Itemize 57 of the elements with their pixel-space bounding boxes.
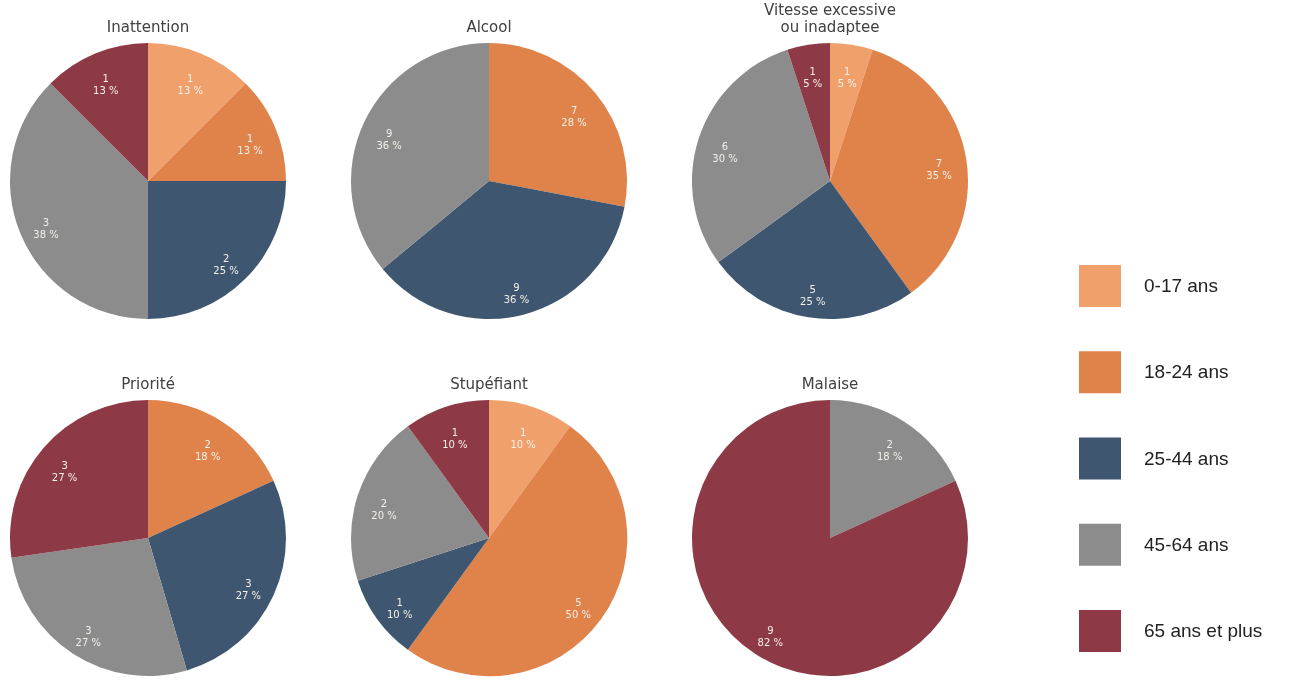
legend-label: 0-17 ans [1144, 275, 1218, 296]
data-label: 9 36 % [376, 127, 402, 151]
pie-slice [148, 181, 286, 319]
data-label: 2 20 % [371, 497, 397, 521]
chart-title: Priorité [121, 375, 175, 393]
pie-slice [830, 400, 956, 538]
pie-slice [11, 538, 187, 676]
legend-label: 25-44 ans [1144, 447, 1229, 469]
data-label: 6 30 % [712, 140, 738, 164]
pie-slice [351, 426, 489, 581]
pie-slice [50, 43, 148, 181]
pie-slice [692, 49, 830, 263]
pie-slice [148, 400, 274, 538]
chart-title: Stupéfiant [450, 375, 528, 393]
legend-label: 18-24 ans [1144, 361, 1229, 383]
data-label: 2 18 % [194, 439, 221, 463]
chart-title: Inattention [106, 18, 190, 36]
pie-slice [692, 400, 968, 676]
data-label: 2 18 % [876, 439, 903, 463]
pie-slice [382, 181, 625, 319]
data-label: 3 27 % [75, 624, 102, 648]
data-label: 5 50 % [565, 596, 592, 620]
pie-slice [830, 43, 873, 181]
data-label: 7 28 % [561, 104, 587, 128]
pie-slice [489, 43, 627, 207]
data-label: 1 13 % [177, 73, 203, 96]
pie-slice [718, 181, 912, 319]
data-label: 3 27 % [235, 577, 262, 601]
data-label: 3 38 % [33, 217, 59, 241]
data-label: 1 5 % [837, 65, 857, 89]
chart-title: Malaise [801, 375, 859, 393]
data-label: 9 82 % [757, 624, 784, 648]
data-label: 2 25 % [213, 253, 239, 277]
pie-slice [489, 400, 571, 538]
legend-label: 65 ans et plus [1144, 620, 1263, 641]
data-label: 3 27 % [51, 459, 78, 483]
pie-slice [407, 400, 489, 538]
pie-slice [10, 83, 148, 319]
legend-label: 45-64 ans [1144, 533, 1229, 555]
data-label: 1 5 % [803, 65, 823, 89]
data-label: 1 13 % [93, 73, 119, 96]
pie-slice [830, 49, 968, 293]
data-label: 1 10 % [442, 427, 468, 450]
pie-slice [357, 538, 489, 650]
pie-slice [148, 83, 286, 181]
data-label: 9 36 % [503, 281, 530, 305]
pie-slice [787, 43, 830, 181]
chart-title: Alcool [466, 18, 512, 36]
data-label: 1 10 % [510, 427, 536, 450]
pie-slice [148, 480, 286, 671]
data-label: 7 35 % [926, 157, 952, 181]
pie-slice [10, 400, 148, 558]
data-label: 1 13 % [237, 132, 263, 156]
chart-title: Vitesse excessive ou inadaptee [764, 1, 896, 36]
data-label: 1 10 % [386, 596, 413, 620]
data-label: 5 25 % [800, 284, 826, 308]
pie-slice [351, 43, 489, 269]
